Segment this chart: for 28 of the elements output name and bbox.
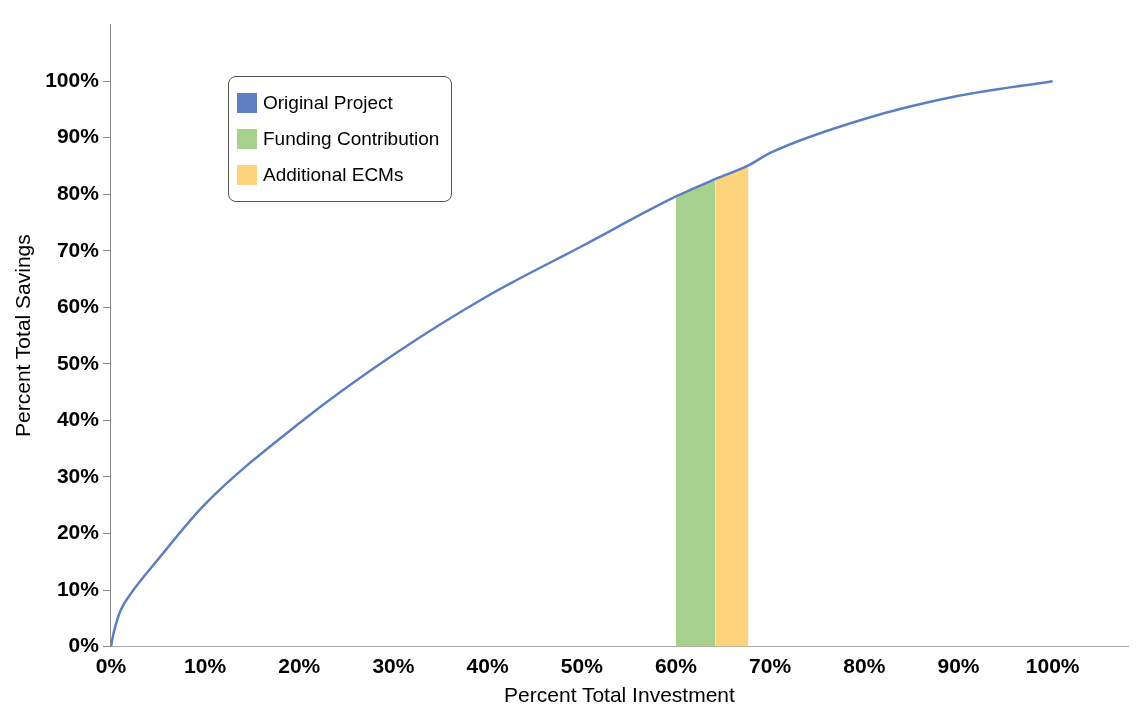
y-tick-label: 80% [56, 181, 100, 205]
y-tick-label: 0% [68, 633, 100, 657]
x-tick-label: 70% [749, 654, 792, 677]
x-tick-label: 60% [654, 654, 698, 677]
y-tick-label: 90% [56, 124, 100, 148]
x-axis-title: Percent Total Investment [504, 683, 735, 707]
legend-label: Additional ECMs [263, 164, 404, 186]
y-tick-label: 50% [56, 350, 100, 374]
y-tick-label: 20% [56, 520, 100, 544]
x-tick-label: 0% [95, 654, 127, 677]
x-tick-label: 30% [372, 654, 415, 677]
y-tick-label: 60% [56, 294, 100, 318]
y-tick-label: 10% [56, 576, 100, 600]
x-tick-label: 100% [1025, 654, 1080, 677]
x-tick-label: 20% [278, 654, 321, 677]
y-tick-label: 40% [56, 407, 100, 431]
x-tick-label: 90% [937, 654, 980, 677]
x-tick-label: 80% [843, 654, 886, 677]
x-tick-label: 40% [466, 654, 509, 677]
y-tick-label: 100% [45, 67, 100, 91]
y-tick-label: 70% [56, 237, 100, 261]
y-tick-label: 30% [56, 463, 100, 487]
x-tick-label: 50% [560, 654, 604, 677]
y-axis-title: Percent Total Savings [11, 234, 35, 437]
legend-label: Funding Contribution [263, 128, 440, 150]
line-series [110, 79, 1054, 647]
legend-label: Original Project [263, 92, 393, 114]
x-tick-label: 10% [184, 654, 227, 677]
